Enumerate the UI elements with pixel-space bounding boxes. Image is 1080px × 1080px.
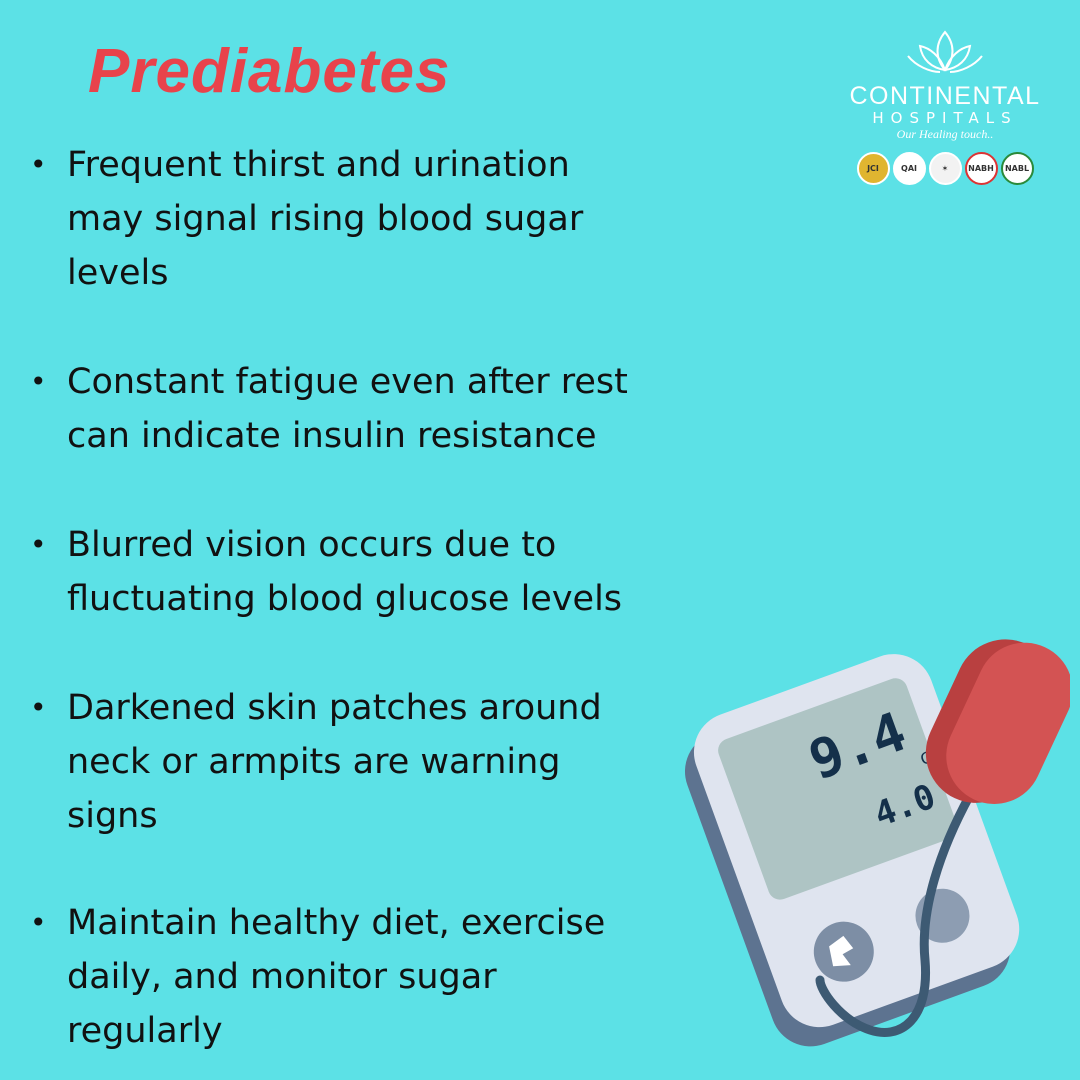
sensor-probe xyxy=(946,642,1070,804)
bullet-dot-icon: • xyxy=(30,691,47,724)
bullet-line: fluctuating blood glucose levels xyxy=(67,579,623,619)
bullet-line: regularly xyxy=(67,1011,223,1051)
bullet-text: Constant fatigue even after rest can indi… xyxy=(67,355,628,463)
glucometer-illustration: 9.4 C 4.0 xyxy=(684,639,1070,1047)
hospital-logo: CONTINENTAL HOSPITALS Our Healing touch.… xyxy=(835,28,1055,185)
bullet-item: • Maintain healthy diet, exercise daily, a… xyxy=(30,896,690,1058)
page-title: Prediabetes xyxy=(88,37,451,106)
bullet-line: signs xyxy=(67,796,158,836)
device-cable xyxy=(815,790,975,1037)
bullet-text: Blurred vision occurs due to fluctuating … xyxy=(67,518,622,626)
device-screen xyxy=(718,678,958,900)
bullet-line: neck or armpits are warning xyxy=(67,742,561,782)
nabh-seal-icon: NABH xyxy=(964,152,998,185)
bullet-text: Frequent thirst and urination may signal … xyxy=(67,138,583,300)
bullet-line: Maintain healthy diet, exercise xyxy=(67,903,606,943)
bullet-dot-icon: • xyxy=(30,906,47,939)
bullet-line: may signal rising blood sugar xyxy=(67,199,584,239)
brand-tagline: Our Healing touch.. xyxy=(896,127,994,141)
bullet-line: levels xyxy=(67,253,169,293)
bullet-dot-icon: • xyxy=(30,365,47,398)
jci-seal-icon: JCI xyxy=(856,152,890,185)
device-button-glyph-icon xyxy=(829,935,854,967)
bullet-text: Maintain healthy diet, exercise daily, an… xyxy=(67,896,605,1058)
bullet-line: Blurred vision occurs due to xyxy=(67,525,557,565)
bullet-item: • Darkened skin patches around neck or arm… xyxy=(30,681,690,843)
bullet-line: Frequent thirst and urination xyxy=(67,145,570,185)
accreditation-seals: JCI QAI ✶ NABH NABL xyxy=(835,152,1055,185)
lotus-icon xyxy=(907,30,983,73)
star-seal-icon: ✶ xyxy=(928,152,962,185)
bullet-item: • Frequent thirst and urination may signal… xyxy=(30,138,690,300)
bullet-dot-icon: • xyxy=(30,148,47,181)
qai-seal-icon: QAI xyxy=(892,152,926,185)
brand-subtitle: HOSPITALS xyxy=(872,109,1018,127)
bullet-line: Constant fatigue even after rest xyxy=(67,362,628,402)
bullet-dot-icon: • xyxy=(30,528,47,561)
bullet-text: Darkened skin patches around neck or armp… xyxy=(67,681,602,843)
nabl-seal-icon: NABL xyxy=(1000,152,1034,185)
bullet-item: • Constant fatigue even after rest can ind… xyxy=(30,355,690,463)
bullet-line: Darkened skin patches around xyxy=(67,688,602,728)
bullet-line: daily, and monitor sugar xyxy=(67,957,497,997)
bullet-item: • Blurred vision occurs due to fluctuating… xyxy=(30,518,690,626)
brand-name: CONTINENTAL xyxy=(849,82,1041,110)
bullet-line: can indicate insulin resistance xyxy=(67,416,597,456)
